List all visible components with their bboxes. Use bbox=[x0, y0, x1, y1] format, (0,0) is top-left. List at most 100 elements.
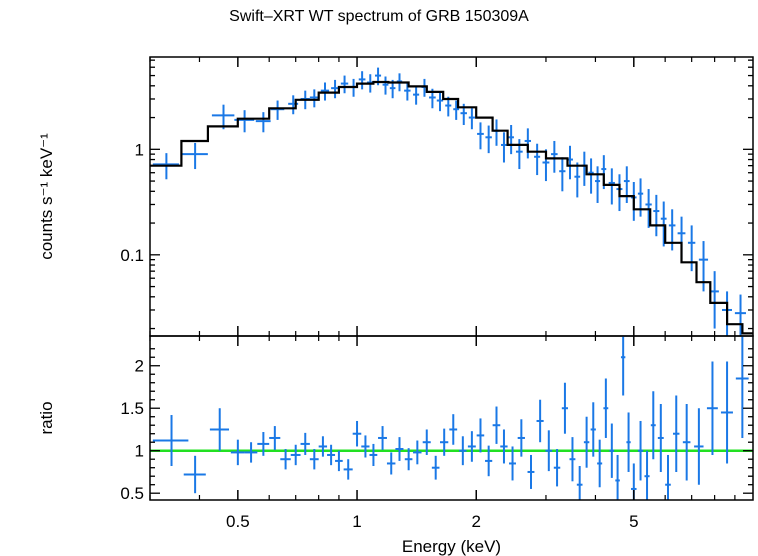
ratio-data-point bbox=[735, 336, 749, 438]
spectrum-data-point bbox=[309, 89, 319, 108]
spectrum-data-point bbox=[331, 79, 339, 99]
ratio-data-point bbox=[230, 439, 245, 466]
spectrum-data-point bbox=[255, 112, 271, 133]
ratio-data-point bbox=[527, 454, 535, 489]
ratio-data-point bbox=[644, 450, 650, 500]
ratio-data-point bbox=[509, 446, 516, 481]
spectrum-data-point bbox=[595, 166, 601, 203]
spectrum-data-point bbox=[382, 76, 389, 95]
ratio-data-point bbox=[673, 395, 680, 472]
ratio-data-point bbox=[553, 449, 561, 487]
ratio-data-point bbox=[183, 455, 206, 494]
ratio-data-point bbox=[665, 454, 671, 500]
spectrum-data-point bbox=[734, 294, 746, 336]
spectrum-data-point bbox=[710, 271, 719, 329]
ratio-data-point bbox=[300, 432, 310, 455]
ratio-data-point bbox=[631, 463, 637, 500]
ratio-data-point bbox=[431, 455, 440, 480]
ratio-data-point bbox=[545, 430, 553, 472]
ratio-data-point bbox=[369, 443, 378, 467]
spectrum-data-point bbox=[493, 119, 500, 146]
ratio-data-point bbox=[449, 414, 458, 445]
ratio-data-point bbox=[626, 412, 631, 472]
spectrum-data-point bbox=[698, 241, 709, 292]
spectrum-data-point bbox=[524, 128, 531, 159]
x-tick-label: 5 bbox=[629, 512, 638, 531]
spectrum-data-point bbox=[588, 158, 594, 194]
ratio-data-point bbox=[404, 448, 413, 471]
ratio-data-point bbox=[720, 361, 733, 464]
ratio-data-point bbox=[620, 336, 626, 396]
spectrum-plot-area bbox=[150, 67, 753, 336]
spectrum-data-point bbox=[559, 157, 566, 192]
spectrum-data-point bbox=[515, 139, 523, 170]
ratio-data-point bbox=[467, 431, 476, 462]
spectrum-data-point bbox=[270, 100, 285, 120]
ratio-data-point bbox=[361, 435, 370, 458]
spectrum-data-point bbox=[404, 82, 411, 101]
spectrum-data-point bbox=[574, 162, 581, 198]
ratio-data-point bbox=[386, 452, 396, 475]
x-tick-label: 1 bbox=[352, 512, 361, 531]
ratio-y-axis-title: ratio bbox=[37, 401, 56, 434]
spectrum-data-point bbox=[534, 143, 541, 176]
ratio-data-point bbox=[152, 415, 189, 467]
ratio-data-point bbox=[439, 428, 449, 456]
ratio-data-point bbox=[476, 418, 485, 453]
spectrum-data-point bbox=[485, 125, 492, 154]
chart-title: Swift–XRT WT spectrum of GRB 150309A bbox=[229, 8, 529, 25]
ratio-data-point bbox=[517, 419, 525, 457]
ratio-data-point bbox=[413, 440, 422, 465]
ratio-data-point bbox=[603, 378, 609, 438]
ratio-data-point bbox=[485, 445, 493, 477]
spectrum-data-point bbox=[508, 125, 514, 155]
spectrum-data-point bbox=[653, 194, 660, 237]
ratio-data-point bbox=[536, 399, 544, 443]
x-tick-label: 0.5 bbox=[226, 512, 250, 531]
ratio-data-point bbox=[422, 429, 431, 455]
y-tick-label: 1 bbox=[135, 442, 144, 461]
ratio-data-point bbox=[209, 408, 230, 451]
ratio-data-point bbox=[583, 416, 590, 468]
spectrum-data-point bbox=[687, 225, 696, 272]
ratio-data-point bbox=[343, 459, 353, 480]
y-tick-label: 0.1 bbox=[120, 246, 144, 265]
ratio-data-point bbox=[609, 423, 615, 478]
x-axis-title: Energy (keV) bbox=[402, 537, 501, 556]
ratio-data-point bbox=[650, 391, 656, 460]
spectrum-data-point bbox=[181, 142, 208, 170]
spectrum-data-point bbox=[413, 86, 420, 105]
spectrum-data-point bbox=[668, 209, 676, 251]
ratio-data-point bbox=[561, 382, 568, 434]
ratio-data-point bbox=[309, 449, 319, 470]
spectrum-data-point bbox=[501, 132, 507, 163]
ratio-data-point bbox=[637, 420, 644, 481]
ratio-data-point bbox=[395, 437, 404, 461]
y-tick-label: 0.5 bbox=[120, 484, 144, 503]
y-tick-label: 1 bbox=[135, 140, 144, 159]
ratio-plot-area bbox=[150, 336, 753, 500]
ratio-data-point bbox=[280, 449, 291, 470]
spectrum-data-point bbox=[453, 100, 460, 120]
ratio-data-point bbox=[682, 403, 691, 481]
ratio-data-point bbox=[290, 444, 301, 466]
ratio-data-point bbox=[706, 361, 718, 455]
spectrum-data-point bbox=[551, 140, 558, 173]
ratio-data-point bbox=[657, 403, 664, 472]
spectrum-data-point bbox=[436, 91, 444, 112]
ratio-data-point bbox=[318, 436, 328, 457]
model-step-line bbox=[150, 80, 753, 335]
ratio-data-point bbox=[694, 408, 704, 485]
ratio-data-point bbox=[327, 444, 336, 466]
y-tick-label: 2 bbox=[135, 357, 144, 376]
ratio-data-point bbox=[590, 402, 596, 457]
ratio-data-point bbox=[492, 406, 501, 444]
ratio-data-point bbox=[597, 439, 603, 488]
spectrum-data-point bbox=[637, 178, 644, 217]
x-tick-label: 2 bbox=[472, 512, 481, 531]
spectrum-data-point bbox=[608, 168, 615, 205]
spectrum-data-point bbox=[358, 71, 366, 90]
spectrum-data-point bbox=[468, 108, 475, 130]
ratio-data-point bbox=[569, 437, 576, 482]
